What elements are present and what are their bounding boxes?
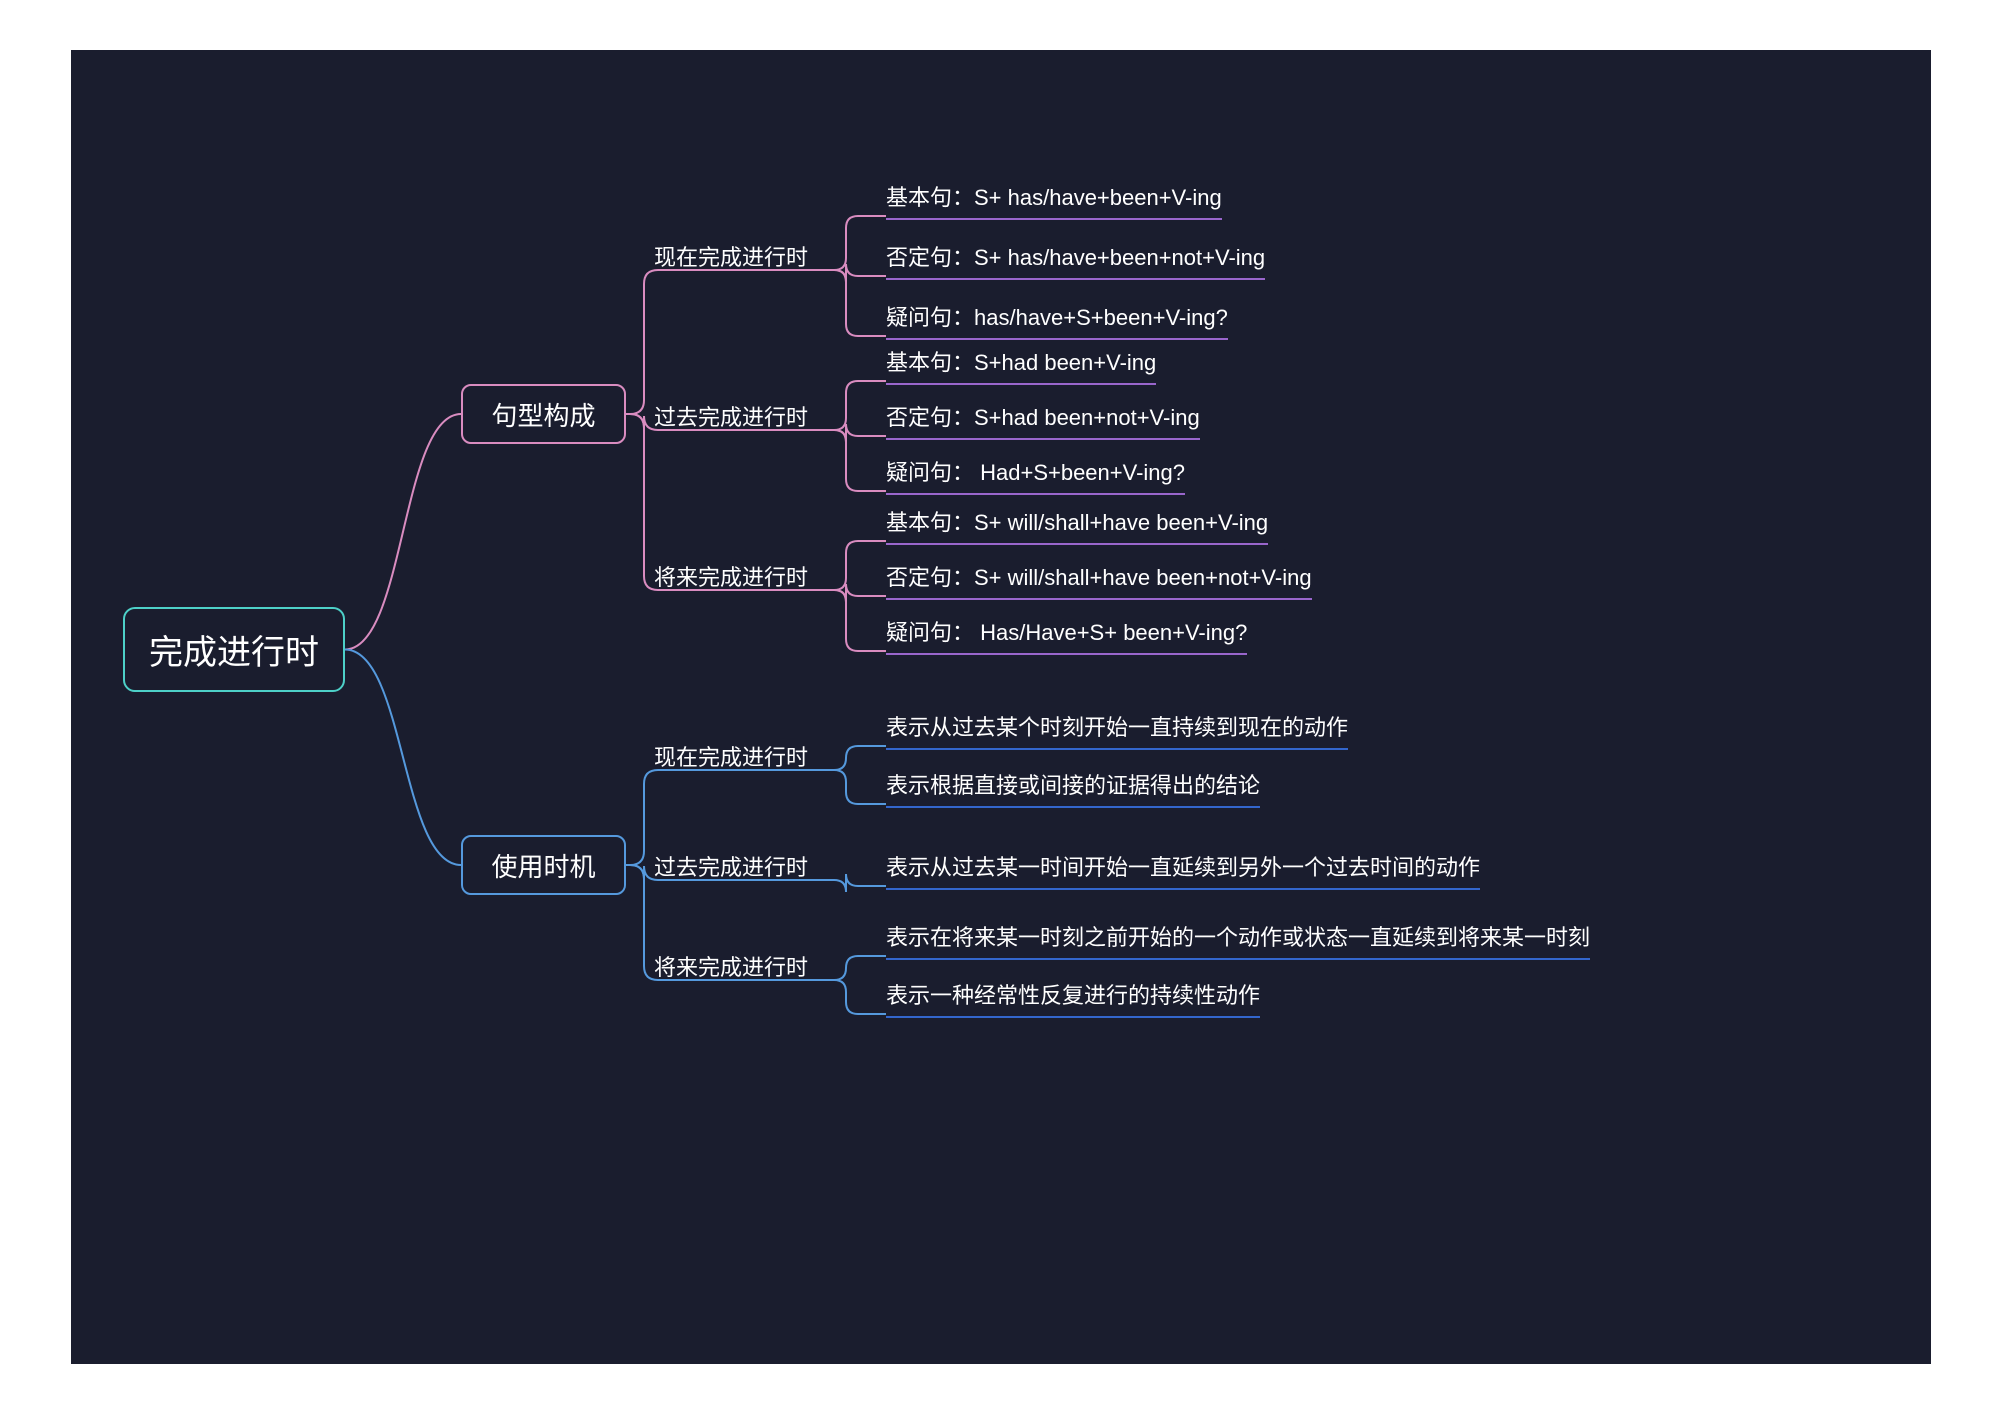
leaf-structure-0-2: 疑问句：has/have+S+been+V-ing?	[886, 300, 1228, 340]
leaf-structure-2-2: 疑问句： Has/Have+S+ been+V-ing?	[886, 615, 1247, 655]
mid-structure-2: 将来完成进行时	[654, 560, 808, 592]
mid-usage-1: 过去完成进行时	[654, 850, 808, 882]
mid-usage-0: 现在完成进行时	[654, 740, 808, 772]
leaf-structure-1-2: 疑问句： Had+S+been+V-ing?	[886, 455, 1185, 495]
mindmap-canvas: 完成进行时句型构成现在完成进行时基本句：S+ has/have+been+V-i…	[71, 50, 1931, 1364]
leaf-structure-1-0: 基本句：S+had been+V-ing	[886, 345, 1156, 385]
leaf-usage-1-0: 表示从过去某一时间开始一直延续到另外一个过去时间的动作	[886, 850, 1480, 890]
leaf-structure-2-0: 基本句：S+ will/shall+have been+V-ing	[886, 505, 1268, 545]
root-node: 完成进行时	[123, 607, 345, 692]
branch-structure: 句型构成	[461, 384, 626, 444]
leaf-structure-0-0: 基本句：S+ has/have+been+V-ing	[886, 180, 1222, 220]
leaf-usage-0-1: 表示根据直接或间接的证据得出的结论	[886, 768, 1260, 808]
mid-structure-0: 现在完成进行时	[654, 240, 808, 272]
leaf-structure-2-1: 否定句：S+ will/shall+have been+not+V-ing	[886, 560, 1312, 600]
leaf-usage-2-0: 表示在将来某一时刻之前开始的一个动作或状态一直延续到将来某一时刻	[886, 920, 1590, 960]
mid-structure-1: 过去完成进行时	[654, 400, 808, 432]
mid-usage-2: 将来完成进行时	[654, 950, 808, 982]
leaf-usage-2-1: 表示一种经常性反复进行的持续性动作	[886, 978, 1260, 1018]
leaf-structure-0-1: 否定句：S+ has/have+been+not+V-ing	[886, 240, 1265, 280]
leaf-usage-0-0: 表示从过去某个时刻开始一直持续到现在的动作	[886, 710, 1348, 750]
branch-usage: 使用时机	[461, 835, 626, 895]
leaf-structure-1-1: 否定句：S+had been+not+V-ing	[886, 400, 1200, 440]
